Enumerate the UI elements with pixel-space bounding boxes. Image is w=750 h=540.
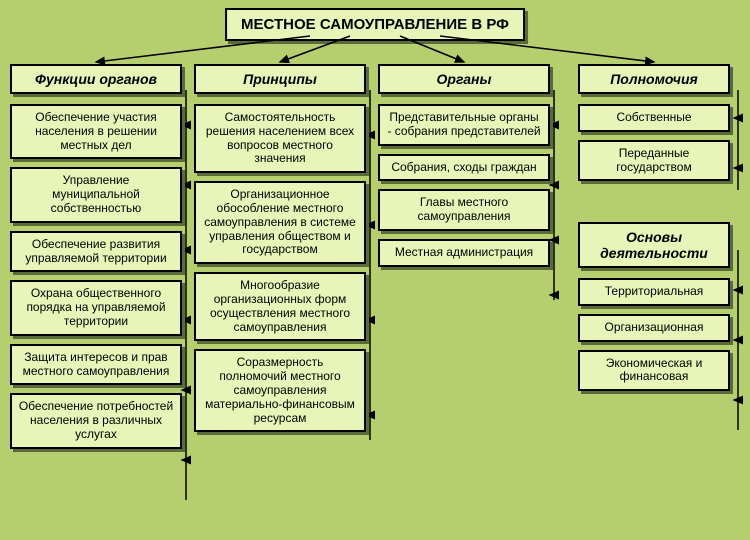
box-func-3: Охрана общественного порядка на управляе… <box>10 280 182 335</box>
box-org-2: Главы местного самоуправления <box>378 189 550 231</box>
col-powers: Полномочия Собственные Переданные госуда… <box>578 64 730 189</box>
box-prin-0: Самостоятельность решения населением все… <box>194 104 366 173</box>
box-func-2: Обеспечение развития управляемой террито… <box>10 231 182 273</box>
root-node: МЕСТНОЕ САМОУПРАВЛЕНИЕ В РФ <box>225 8 525 41</box>
box-org-0: Представительные органы - собрания предс… <box>378 104 550 146</box>
header-organs: Органы <box>378 64 550 94</box>
box-func-0: Обеспечение участия населения в решении … <box>10 104 182 159</box>
box-bas-1: Организационная <box>578 314 730 342</box>
header-powers: Полномочия <box>578 64 730 94</box>
header-functions: Функции органов <box>10 64 182 94</box>
col-basis: Основы деятельности Территориальная Орга… <box>578 222 730 399</box>
col-organs: Органы Представительные органы - собрани… <box>378 64 550 275</box>
header-principles: Принципы <box>194 64 366 94</box>
box-org-3: Местная администрация <box>378 239 550 267</box>
box-func-5: Обеспечение потребностей населения в раз… <box>10 393 182 448</box>
box-func-1: Управление муниципальной собственностью <box>10 167 182 222</box>
box-func-4: Защита интересов и прав местного самоупр… <box>10 344 182 386</box>
box-prin-3: Соразмерность полномочий местного самоуп… <box>194 349 366 432</box>
box-pow-0: Собственные <box>578 104 730 132</box>
box-prin-2: Многообразие организационных форм осущес… <box>194 272 366 341</box>
box-pow-1: Переданные государством <box>578 140 730 182</box>
header-basis: Основы деятельности <box>578 222 730 268</box>
col-principles: Принципы Самостоятельность решения насел… <box>194 64 366 440</box>
box-bas-0: Территориальная <box>578 278 730 306</box>
box-prin-1: Организационное обособление местного сам… <box>194 181 366 264</box>
box-org-1: Собрания, сходы граждан <box>378 154 550 182</box>
col-functions: Функции органов Обеспечение участия насе… <box>10 64 182 457</box>
box-bas-2: Экономическая и финансовая <box>578 350 730 392</box>
